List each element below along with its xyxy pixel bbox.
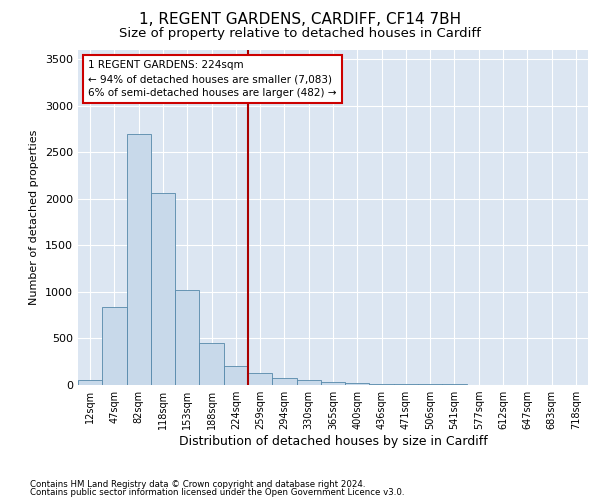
Bar [442, 384, 467, 385]
Text: Contains HM Land Registry data © Crown copyright and database right 2024.: Contains HM Land Registry data © Crown c… [30, 480, 365, 489]
Bar [199, 343, 224, 385]
Bar [151, 194, 175, 385]
Bar [418, 384, 442, 385]
Bar [78, 380, 102, 385]
Bar [127, 134, 151, 385]
Bar [370, 384, 394, 385]
Bar [175, 290, 199, 385]
Text: Contains public sector information licensed under the Open Government Licence v3: Contains public sector information licen… [30, 488, 404, 497]
Bar [102, 307, 127, 385]
Bar [248, 373, 272, 385]
Bar [394, 384, 418, 385]
Text: Size of property relative to detached houses in Cardiff: Size of property relative to detached ho… [119, 28, 481, 40]
Text: 1 REGENT GARDENS: 224sqm
← 94% of detached houses are smaller (7,083)
6% of semi: 1 REGENT GARDENS: 224sqm ← 94% of detach… [88, 60, 337, 98]
Text: 1, REGENT GARDENS, CARDIFF, CF14 7BH: 1, REGENT GARDENS, CARDIFF, CF14 7BH [139, 12, 461, 28]
Y-axis label: Number of detached properties: Number of detached properties [29, 130, 40, 305]
Bar [321, 382, 345, 385]
Bar [224, 366, 248, 385]
Bar [272, 378, 296, 385]
Bar [296, 380, 321, 385]
X-axis label: Distribution of detached houses by size in Cardiff: Distribution of detached houses by size … [179, 435, 487, 448]
Bar [345, 383, 370, 385]
